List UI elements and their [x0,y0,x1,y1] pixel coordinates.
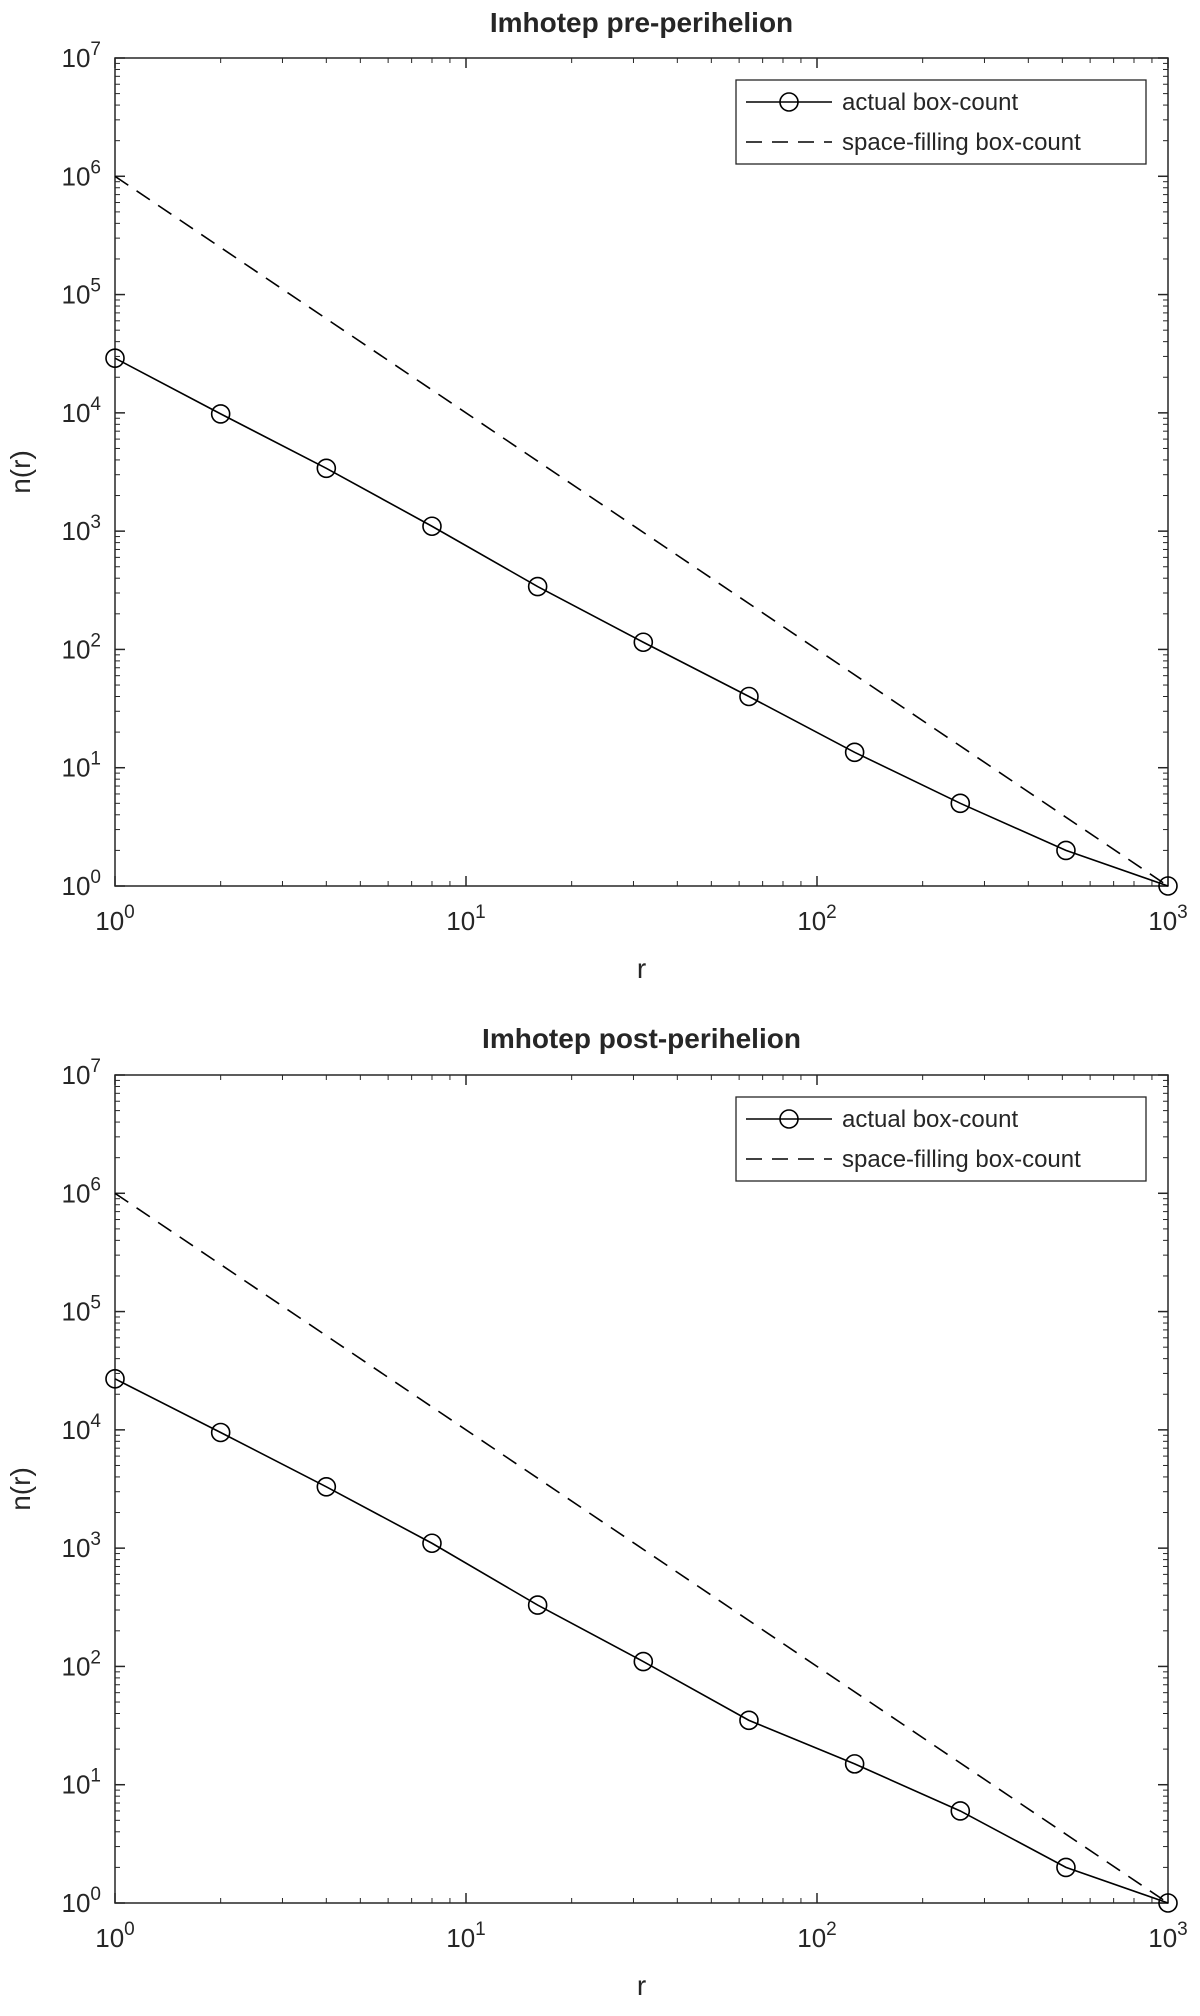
data-point-marker [210,1422,231,1443]
axes-box [114,1074,1169,1904]
x-axis-label: r [637,1970,646,2001]
legend-label: actual box-count [842,89,1018,116]
y-axis-label: n(r) [5,1467,36,1511]
chart-panel-2: Imhotep post-perihelion 100 101 102 103 100 10… [5,1023,1188,2001]
data-point-marker [739,1710,759,1731]
legend-label: space-filling box-count [842,129,1081,156]
x-axis-label: r [637,953,646,984]
y-tick-label: 105 [62,276,102,310]
y-tick-label: 106 [62,157,102,191]
legend-label: space-filling box-count [842,1146,1081,1173]
legend: actual box-count space-filling box-count [735,1096,1147,1182]
data-point-marker [210,404,231,424]
y-tick-label: 102 [62,1647,102,1681]
data-point-marker [105,348,125,368]
data-point-marker [633,1651,654,1672]
y-tick-label: 103 [62,512,102,546]
y-tick-label: 105 [62,1293,102,1327]
x-tick-label: 102 [797,1919,837,1953]
series-line-space-filling [114,1192,1169,1904]
data-point-marker [844,1754,865,1774]
data-point-marker [527,1595,548,1615]
x-tick-label: 100 [95,1919,135,1953]
legend-label: actual box-count [842,1106,1018,1133]
x-tick-label: 102 [797,902,837,936]
data-point-marker [1056,840,1076,861]
y-tick-label: 100 [62,867,102,901]
y-tick-label: 101 [62,1766,102,1800]
y-tick-label: 107 [62,1056,102,1090]
legend-box [735,1096,1147,1182]
chart-title: Imhotep post-perihelion [482,1023,801,1054]
data-point-marker [844,742,865,763]
data-point-marker [950,1801,971,1821]
y-tick-label: 102 [62,630,102,664]
legend: actual box-count space-filling box-count [735,79,1147,165]
data-point-marker [633,632,654,653]
chart-title: Imhotep pre-perihelion [490,7,793,38]
data-point-marker [739,686,759,707]
data-point-marker [422,1533,442,1554]
x-tick-label: 101 [446,902,486,936]
legend-marker [779,1109,799,1129]
data-point-marker [1056,1857,1076,1878]
y-tick-label: 101 [62,749,102,783]
data-point-marker [316,458,337,479]
series-line-space-filling [114,175,1169,887]
y-tick-label: 107 [62,39,102,73]
data-point-marker [1158,1893,1178,1913]
data-point-marker [1158,876,1178,896]
x-tick-label: 100 [95,902,135,936]
y-tick-label: 104 [62,1411,102,1445]
y-tick-label: 106 [62,1174,102,1208]
x-tick-label: 101 [446,1919,486,1953]
y-tick-label: 103 [62,1529,102,1563]
y-tick-label: 104 [62,394,102,428]
series-line-actual [114,357,1169,887]
chart-panel-1: Imhotep pre-perihelion 100 101 102 103 100 101… [5,7,1188,984]
data-point-marker [422,516,442,537]
legend-marker [779,92,799,112]
legend-box [735,79,1147,165]
x-tick-label: 103 [1148,902,1188,936]
x-tick-label: 103 [1148,1919,1188,1953]
data-point-marker [316,1477,337,1497]
data-point-marker [105,1369,125,1389]
series-line-actual [114,1378,1169,1904]
y-tick-label: 100 [62,1884,102,1918]
y-axis-label: n(r) [5,450,36,494]
data-point-marker [527,576,548,597]
axes-box [114,57,1169,887]
data-point-marker [950,793,971,814]
